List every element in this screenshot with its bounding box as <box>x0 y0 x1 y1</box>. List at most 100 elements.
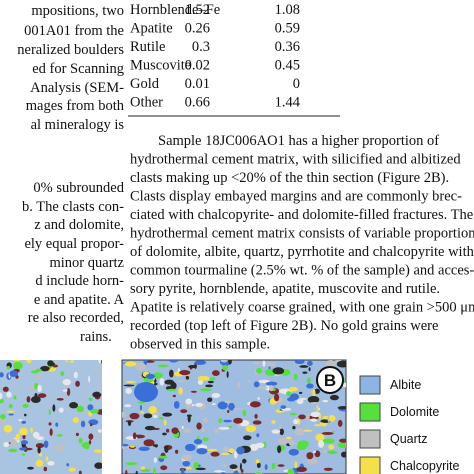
grain <box>277 438 288 445</box>
grain <box>279 425 282 429</box>
grain <box>322 438 335 444</box>
grain <box>124 404 132 408</box>
table-cell: 1.44 <box>275 95 301 111</box>
grain <box>37 446 41 454</box>
grain <box>88 440 92 445</box>
grain <box>306 413 310 421</box>
grain <box>135 470 138 474</box>
grain <box>207 448 218 452</box>
grain <box>312 408 319 411</box>
grain <box>153 467 157 474</box>
grain <box>318 440 325 448</box>
grain <box>327 415 330 423</box>
grain <box>35 459 44 467</box>
grain <box>223 419 232 423</box>
grain <box>78 437 83 444</box>
grain <box>30 427 33 434</box>
grain <box>309 389 313 394</box>
text-line: Clasts display embayed margins and are c… <box>130 189 462 205</box>
grain <box>248 379 251 383</box>
table-cell: 0.59 <box>275 21 300 37</box>
grain <box>28 384 35 391</box>
grain <box>92 391 102 398</box>
grain <box>162 432 167 436</box>
grain <box>38 452 43 457</box>
grain <box>218 426 230 430</box>
grain <box>162 412 173 417</box>
grain <box>185 375 190 380</box>
grain <box>226 371 229 378</box>
grain <box>37 384 42 393</box>
grain <box>325 360 336 368</box>
text-line: clasts making up <20% of the thin sectio… <box>130 170 449 186</box>
text-line: common tourmaline (2.5% wt. % of the sam… <box>130 263 474 279</box>
grain <box>306 452 314 460</box>
grain <box>224 400 231 404</box>
grain <box>253 381 260 388</box>
grain <box>21 420 27 424</box>
grain <box>187 414 191 423</box>
right-column: Sample 18JC006AO1 has a higher proportio… <box>130 133 474 353</box>
grain <box>13 395 17 400</box>
grain <box>190 390 198 393</box>
grain <box>269 384 274 392</box>
grain <box>328 444 335 450</box>
grain <box>143 360 148 366</box>
grain <box>255 367 263 374</box>
grain <box>185 398 193 405</box>
grain <box>138 446 150 452</box>
grain <box>307 395 320 404</box>
grain <box>296 466 307 473</box>
grain <box>166 428 170 433</box>
grain <box>264 464 268 470</box>
grain <box>30 396 41 403</box>
grain <box>214 428 219 434</box>
grain <box>273 393 280 402</box>
grain <box>89 408 99 414</box>
grain <box>227 409 230 414</box>
grain <box>0 417 7 425</box>
table: Hornblende–Fe1.52 1.08 Apatite 0.26 0.59 Ruti… <box>130 2 301 111</box>
grain <box>286 391 292 397</box>
grain <box>207 380 214 384</box>
grain <box>254 414 258 419</box>
grain <box>240 468 244 473</box>
grain <box>55 422 59 427</box>
legend-swatch <box>359 429 381 449</box>
grain <box>82 409 89 414</box>
grain <box>322 415 333 420</box>
grain <box>88 433 94 440</box>
grain <box>306 377 311 385</box>
table-cell: Hornblende–Fe <box>130 2 220 18</box>
grain <box>3 441 10 448</box>
grain <box>288 386 299 392</box>
text-line: Sample 18JC006AO1 has a higher proportio… <box>158 133 439 149</box>
grain <box>139 404 142 411</box>
grain <box>337 419 343 427</box>
grain <box>152 444 157 447</box>
grain <box>69 402 79 409</box>
grain <box>313 450 317 454</box>
grain <box>318 414 322 420</box>
grain <box>18 419 23 422</box>
text-line: recorded (top left of Figure 2B). No gol… <box>130 318 438 334</box>
grain <box>22 403 29 408</box>
grain <box>194 360 207 365</box>
grain <box>279 428 284 436</box>
grain <box>288 439 295 446</box>
grain <box>322 399 329 403</box>
grain <box>75 432 79 437</box>
grain <box>132 432 137 440</box>
grain <box>52 404 56 412</box>
grain <box>47 360 54 367</box>
grain <box>8 403 13 409</box>
grain <box>58 407 64 413</box>
grain <box>129 412 140 420</box>
table-cell: 0 <box>293 76 300 92</box>
grain <box>20 440 29 445</box>
grain <box>47 460 55 466</box>
grain <box>288 448 299 456</box>
grain <box>130 445 135 448</box>
grain <box>145 373 156 379</box>
grain <box>257 397 260 400</box>
